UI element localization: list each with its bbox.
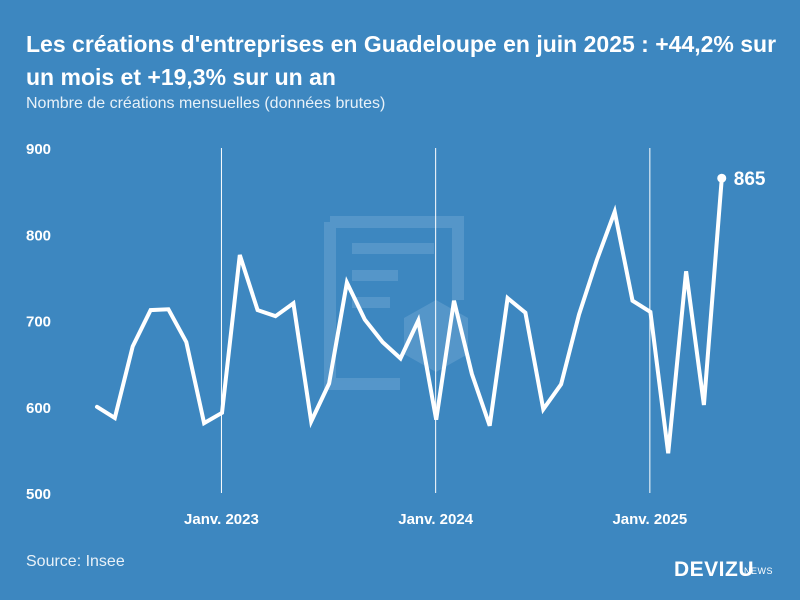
end-point-label: 865 (734, 169, 766, 190)
x-tick-label: Janv. 2024 (398, 511, 473, 528)
chart-subtitle: Nombre de créations mensuelles (données … (26, 95, 386, 112)
y-tick-label: 800 (26, 227, 51, 244)
series-line (95, 176, 724, 454)
brand-logo: DEVIZU (674, 558, 755, 581)
y-tick-label: 600 (26, 400, 51, 417)
x-tick-label: Janv. 2023 (184, 511, 259, 528)
y-axis: 500 600 700 800 900 (26, 141, 51, 503)
source-note: Source: Insee (26, 553, 125, 570)
x-axis: Janv. 2023 Janv. 2024 Janv. 2025 (184, 511, 687, 528)
x-tick-label: Janv. 2025 (612, 511, 687, 528)
series-line-group: 865 (95, 169, 766, 454)
gridlines (220, 148, 651, 493)
y-tick-label: 700 (26, 314, 51, 331)
end-point-marker (717, 173, 727, 183)
y-tick-label: 500 (26, 486, 51, 503)
chart-title: Les créations d'entreprises en Guadeloup… (26, 31, 777, 90)
brand-logo-suffix: NEWS (744, 566, 773, 576)
y-tick-label: 900 (26, 141, 51, 158)
